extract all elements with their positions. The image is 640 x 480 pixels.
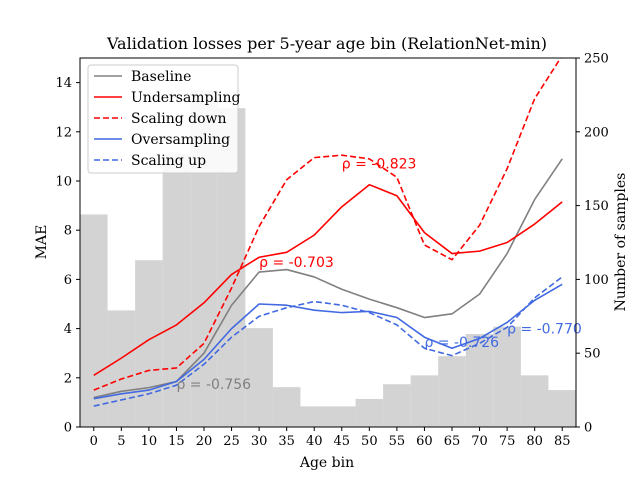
plot-lines	[93, 58, 563, 407]
x-tick-label: 10	[141, 434, 158, 449]
histogram-bar	[410, 375, 439, 427]
x-tick-label: 85	[554, 434, 571, 449]
correlation-annotation: ρ = -0.703	[259, 255, 334, 271]
y-axis-ticks: 0 2 4 6 8 10 12 14	[55, 76, 80, 436]
x-tick-label: 5	[117, 434, 125, 449]
y2-tick-label: 200	[584, 125, 609, 140]
histogram-bar	[438, 356, 466, 427]
x-tick-label: 60	[416, 434, 433, 449]
y-tick-label: 8	[64, 224, 72, 239]
histogram-bar	[107, 310, 136, 427]
series-line-scaling-down	[93, 58, 562, 391]
histogram-bar	[135, 260, 163, 427]
histogram-bar	[272, 387, 301, 427]
correlation-annotation: ρ = -0.726	[424, 335, 499, 351]
y-tick-label: 2	[64, 371, 72, 386]
x-tick-label: 45	[334, 434, 351, 449]
histogram-bar	[383, 384, 411, 427]
x-tick-label: 40	[306, 434, 323, 449]
histogram-bar	[245, 328, 273, 427]
x-tick-label: 20	[196, 434, 213, 449]
legend-box	[87, 64, 239, 174]
histogram-bar	[465, 334, 494, 427]
x-tick-label: 35	[278, 434, 295, 449]
x-tick-label: 65	[444, 434, 461, 449]
y2-tick-label: 50	[584, 347, 601, 362]
plot-frame	[79, 57, 577, 428]
x-axis-ticks: 0 5 10 15 20 25 30 35 40 45 50 55 60 65 70 75 80 85	[90, 427, 571, 449]
y2-tick-label: 0	[584, 421, 592, 436]
histogram-bar	[520, 375, 549, 427]
y-tick-label: 12	[55, 125, 72, 140]
y2-axis-ticks: 0 50 100 150 200 250	[576, 52, 609, 436]
series-line-oversampling	[93, 283, 563, 400]
y2-tick-label: 250	[584, 52, 609, 67]
correlation-annotation: ρ = -0.770	[507, 322, 582, 338]
correlation-annotation: ρ = -0.823	[342, 157, 417, 173]
legend-label: Baseline	[131, 69, 191, 85]
series-line-scaling-up	[93, 276, 563, 407]
x-tick-label: 25	[223, 434, 240, 449]
legend-label: Scaling up	[131, 153, 206, 169]
x-tick-label: 50	[361, 434, 378, 449]
histogram-bar	[548, 390, 576, 427]
legend: Baseline Undersampling Scaling down Oversam…	[87, 64, 240, 174]
x-tick-label: 30	[251, 434, 268, 449]
y2-axis-label: Number of samples	[613, 173, 629, 312]
y2-tick-label: 150	[584, 199, 609, 214]
histogram-bar	[300, 406, 328, 427]
x-tick-label: 80	[526, 434, 543, 449]
chart-title: Validation losses per 5-year age bin (Re…	[106, 34, 547, 53]
y2-tick-label: 100	[584, 273, 609, 288]
y-tick-label: 14	[55, 76, 72, 91]
histogram-bar	[328, 406, 356, 427]
histogram-bar	[80, 214, 108, 427]
histogram-bar	[493, 326, 521, 427]
x-tick-label: 0	[90, 434, 98, 449]
y-tick-label: 0	[64, 421, 72, 436]
legend-label: Undersampling	[131, 90, 240, 106]
x-tick-label: 55	[389, 434, 406, 449]
x-tick-label: 75	[499, 434, 516, 449]
y-tick-label: 10	[55, 175, 72, 190]
x-tick-label: 15	[168, 434, 185, 449]
correlation-annotation: ρ = -0.756	[176, 377, 251, 393]
y-tick-label: 4	[64, 322, 72, 337]
y-axis-label: MAE	[34, 225, 50, 260]
y-tick-label: 6	[64, 273, 72, 288]
annotations: ρ = -0.756 ρ = -0.703 ρ = -0.823 ρ = -0.726…	[176, 157, 581, 393]
histogram-bar	[355, 398, 384, 427]
x-tick-label: 70	[471, 434, 488, 449]
legend-label: Oversampling	[131, 132, 230, 148]
legend-label: Scaling down	[131, 111, 227, 127]
x-axis-label: Age bin	[299, 455, 354, 471]
series-line-undersampling	[93, 183, 563, 377]
